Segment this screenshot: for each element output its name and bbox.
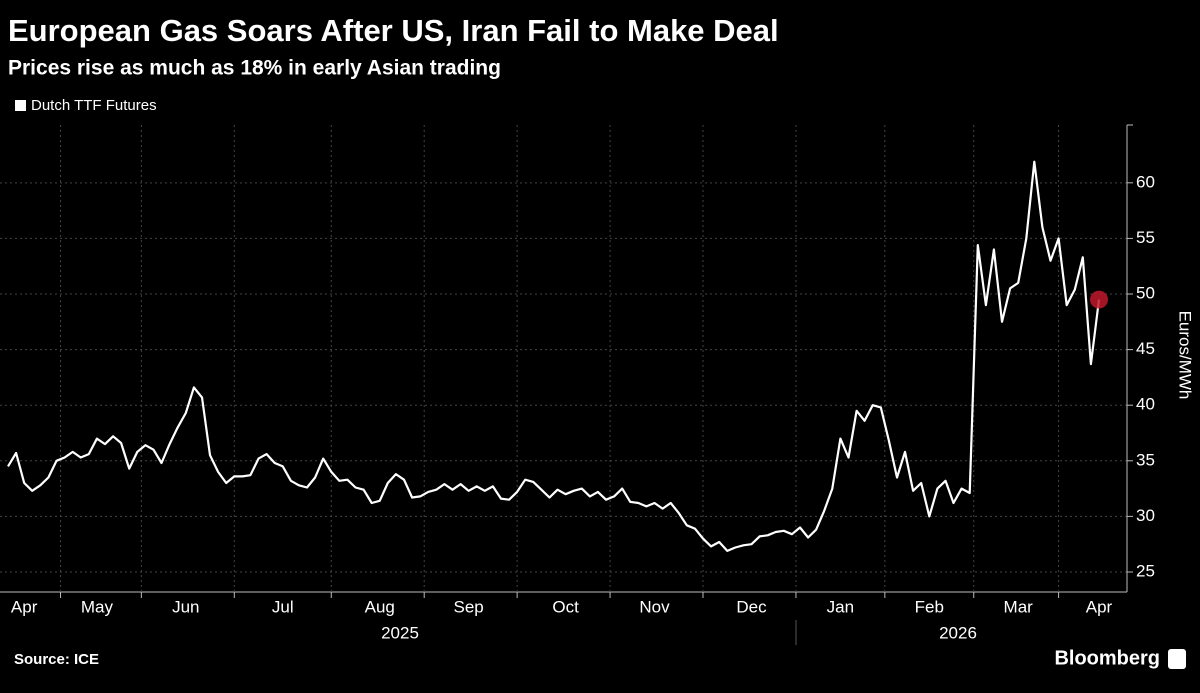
chart-subtitle: Prices rise as much as 18% in early Asia… [8, 57, 501, 80]
x-tick-label: Oct [552, 597, 579, 616]
x-tick-label: May [81, 597, 114, 616]
x-tick-label: Apr [11, 597, 38, 616]
y-tick-label: 55 [1136, 228, 1155, 247]
y-tick-label: 30 [1136, 506, 1155, 525]
source: Source: ICE [14, 651, 99, 668]
y-tick-label: 35 [1136, 450, 1155, 469]
y-tick-label: 50 [1136, 283, 1155, 302]
y-tick-label: 25 [1136, 561, 1155, 580]
legend-swatch [15, 100, 26, 111]
y-tick-label: 40 [1136, 395, 1155, 414]
year-label: 2026 [939, 623, 977, 642]
y-tick-label: 60 [1136, 172, 1155, 191]
x-tick-label: Jun [172, 597, 199, 616]
latest-point [1090, 290, 1108, 309]
chart-title: European Gas Soars After US, Iran Fail t… [8, 13, 779, 48]
series-line [7, 160, 1101, 552]
year-label: 2025 [381, 623, 419, 642]
x-tick-label: Aug [365, 597, 395, 616]
x-tick-label: Feb [915, 597, 944, 616]
y-tick-label: 45 [1136, 339, 1155, 358]
legend-label: Dutch TTF Futures [31, 97, 157, 114]
x-tick-label: Nov [639, 597, 670, 616]
x-tick-label: Dec [736, 597, 767, 616]
x-tick-label: Jul [272, 597, 294, 616]
x-tick-label: Apr [1086, 597, 1113, 616]
x-tick-label: Jan [827, 597, 854, 616]
brand: Bloomberg [1054, 647, 1160, 669]
brand-icon [1168, 649, 1186, 669]
y-axis-title: Euros/MWh [1176, 311, 1195, 400]
x-tick-label: Sep [454, 597, 484, 616]
x-tick-label: Mar [1004, 597, 1034, 616]
